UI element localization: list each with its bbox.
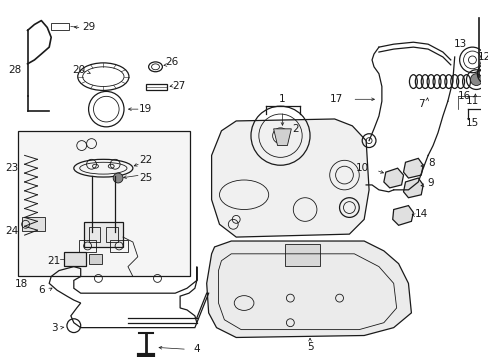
Circle shape	[481, 68, 488, 80]
Text: 9: 9	[427, 178, 433, 188]
Polygon shape	[383, 168, 403, 188]
Text: 4: 4	[193, 344, 200, 354]
Text: 17: 17	[329, 94, 343, 104]
Text: 15: 15	[465, 118, 478, 128]
Text: 26: 26	[165, 57, 179, 67]
Circle shape	[469, 74, 481, 86]
Text: 7: 7	[417, 99, 424, 109]
Text: 29: 29	[82, 22, 95, 32]
Bar	[64, 252, 85, 266]
Text: 24: 24	[5, 226, 19, 236]
Text: 11: 11	[465, 96, 478, 106]
Circle shape	[113, 173, 123, 183]
Text: 25: 25	[139, 173, 152, 183]
Bar	[88, 254, 102, 264]
Text: 6: 6	[38, 285, 44, 295]
Bar	[285, 244, 319, 266]
Bar	[106, 227, 118, 242]
Bar	[110, 240, 128, 252]
Bar	[18, 131, 189, 276]
Text: 27: 27	[172, 81, 185, 90]
Text: 19: 19	[139, 104, 152, 114]
Text: 18: 18	[15, 279, 28, 289]
Text: 1: 1	[279, 94, 285, 104]
Bar	[145, 84, 167, 90]
Text: 28: 28	[8, 65, 21, 75]
Text: 13: 13	[453, 39, 467, 49]
Text: 3: 3	[51, 323, 57, 333]
Polygon shape	[392, 206, 412, 225]
Text: 21: 21	[47, 256, 61, 266]
Text: 20: 20	[72, 65, 85, 75]
Bar	[51, 23, 69, 30]
Bar	[83, 222, 123, 247]
Polygon shape	[206, 241, 410, 337]
Text: 23: 23	[5, 163, 19, 173]
Text: 12: 12	[477, 52, 488, 62]
Text: 8: 8	[427, 158, 433, 168]
Bar	[88, 227, 100, 242]
Polygon shape	[403, 158, 422, 178]
Text: 22: 22	[139, 155, 152, 165]
Text: 16: 16	[457, 91, 470, 102]
Bar	[79, 240, 96, 252]
Text: 10: 10	[355, 163, 368, 173]
Text: 2: 2	[291, 124, 298, 134]
Text: 14: 14	[414, 210, 427, 220]
Bar	[21, 217, 45, 231]
Polygon shape	[403, 178, 422, 198]
Polygon shape	[273, 129, 291, 145]
Polygon shape	[211, 119, 368, 237]
Text: 5: 5	[306, 342, 313, 352]
